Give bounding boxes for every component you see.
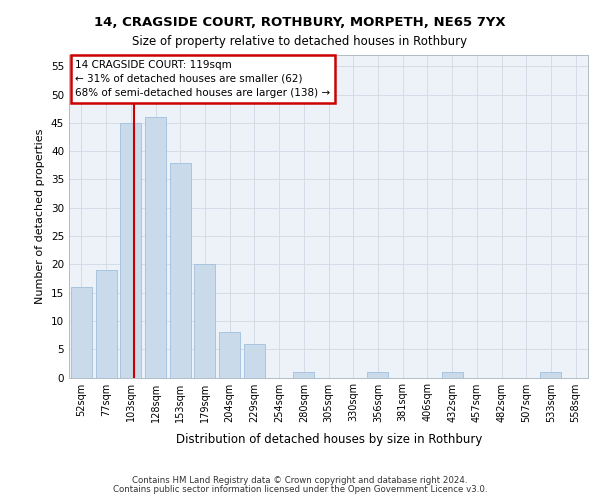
Bar (170, 162, 191, 378)
Text: Distribution of detached houses by size in Rothbury: Distribution of detached houses by size … (176, 432, 482, 446)
Bar (244, 344, 265, 378)
Y-axis label: Number of detached properties: Number of detached properties (35, 128, 46, 304)
Text: Contains HM Land Registry data © Crown copyright and database right 2024.: Contains HM Land Registry data © Crown c… (132, 476, 468, 485)
Bar (120, 123, 141, 378)
Text: 14 CRAGSIDE COURT: 119sqm
← 31% of detached houses are smaller (62)
68% of semi-: 14 CRAGSIDE COURT: 119sqm ← 31% of detac… (75, 60, 331, 98)
Bar (145, 117, 166, 378)
Text: Size of property relative to detached houses in Rothbury: Size of property relative to detached ho… (133, 35, 467, 48)
Bar (95, 270, 116, 378)
Bar (219, 332, 240, 378)
Bar (293, 372, 314, 378)
Text: 14, CRAGSIDE COURT, ROTHBURY, MORPETH, NE65 7YX: 14, CRAGSIDE COURT, ROTHBURY, MORPETH, N… (94, 16, 506, 29)
Bar (367, 372, 388, 378)
Text: Contains public sector information licensed under the Open Government Licence v3: Contains public sector information licen… (113, 485, 487, 494)
Bar (442, 372, 463, 378)
Bar (194, 264, 215, 378)
Bar (71, 287, 92, 378)
Bar (541, 372, 562, 378)
